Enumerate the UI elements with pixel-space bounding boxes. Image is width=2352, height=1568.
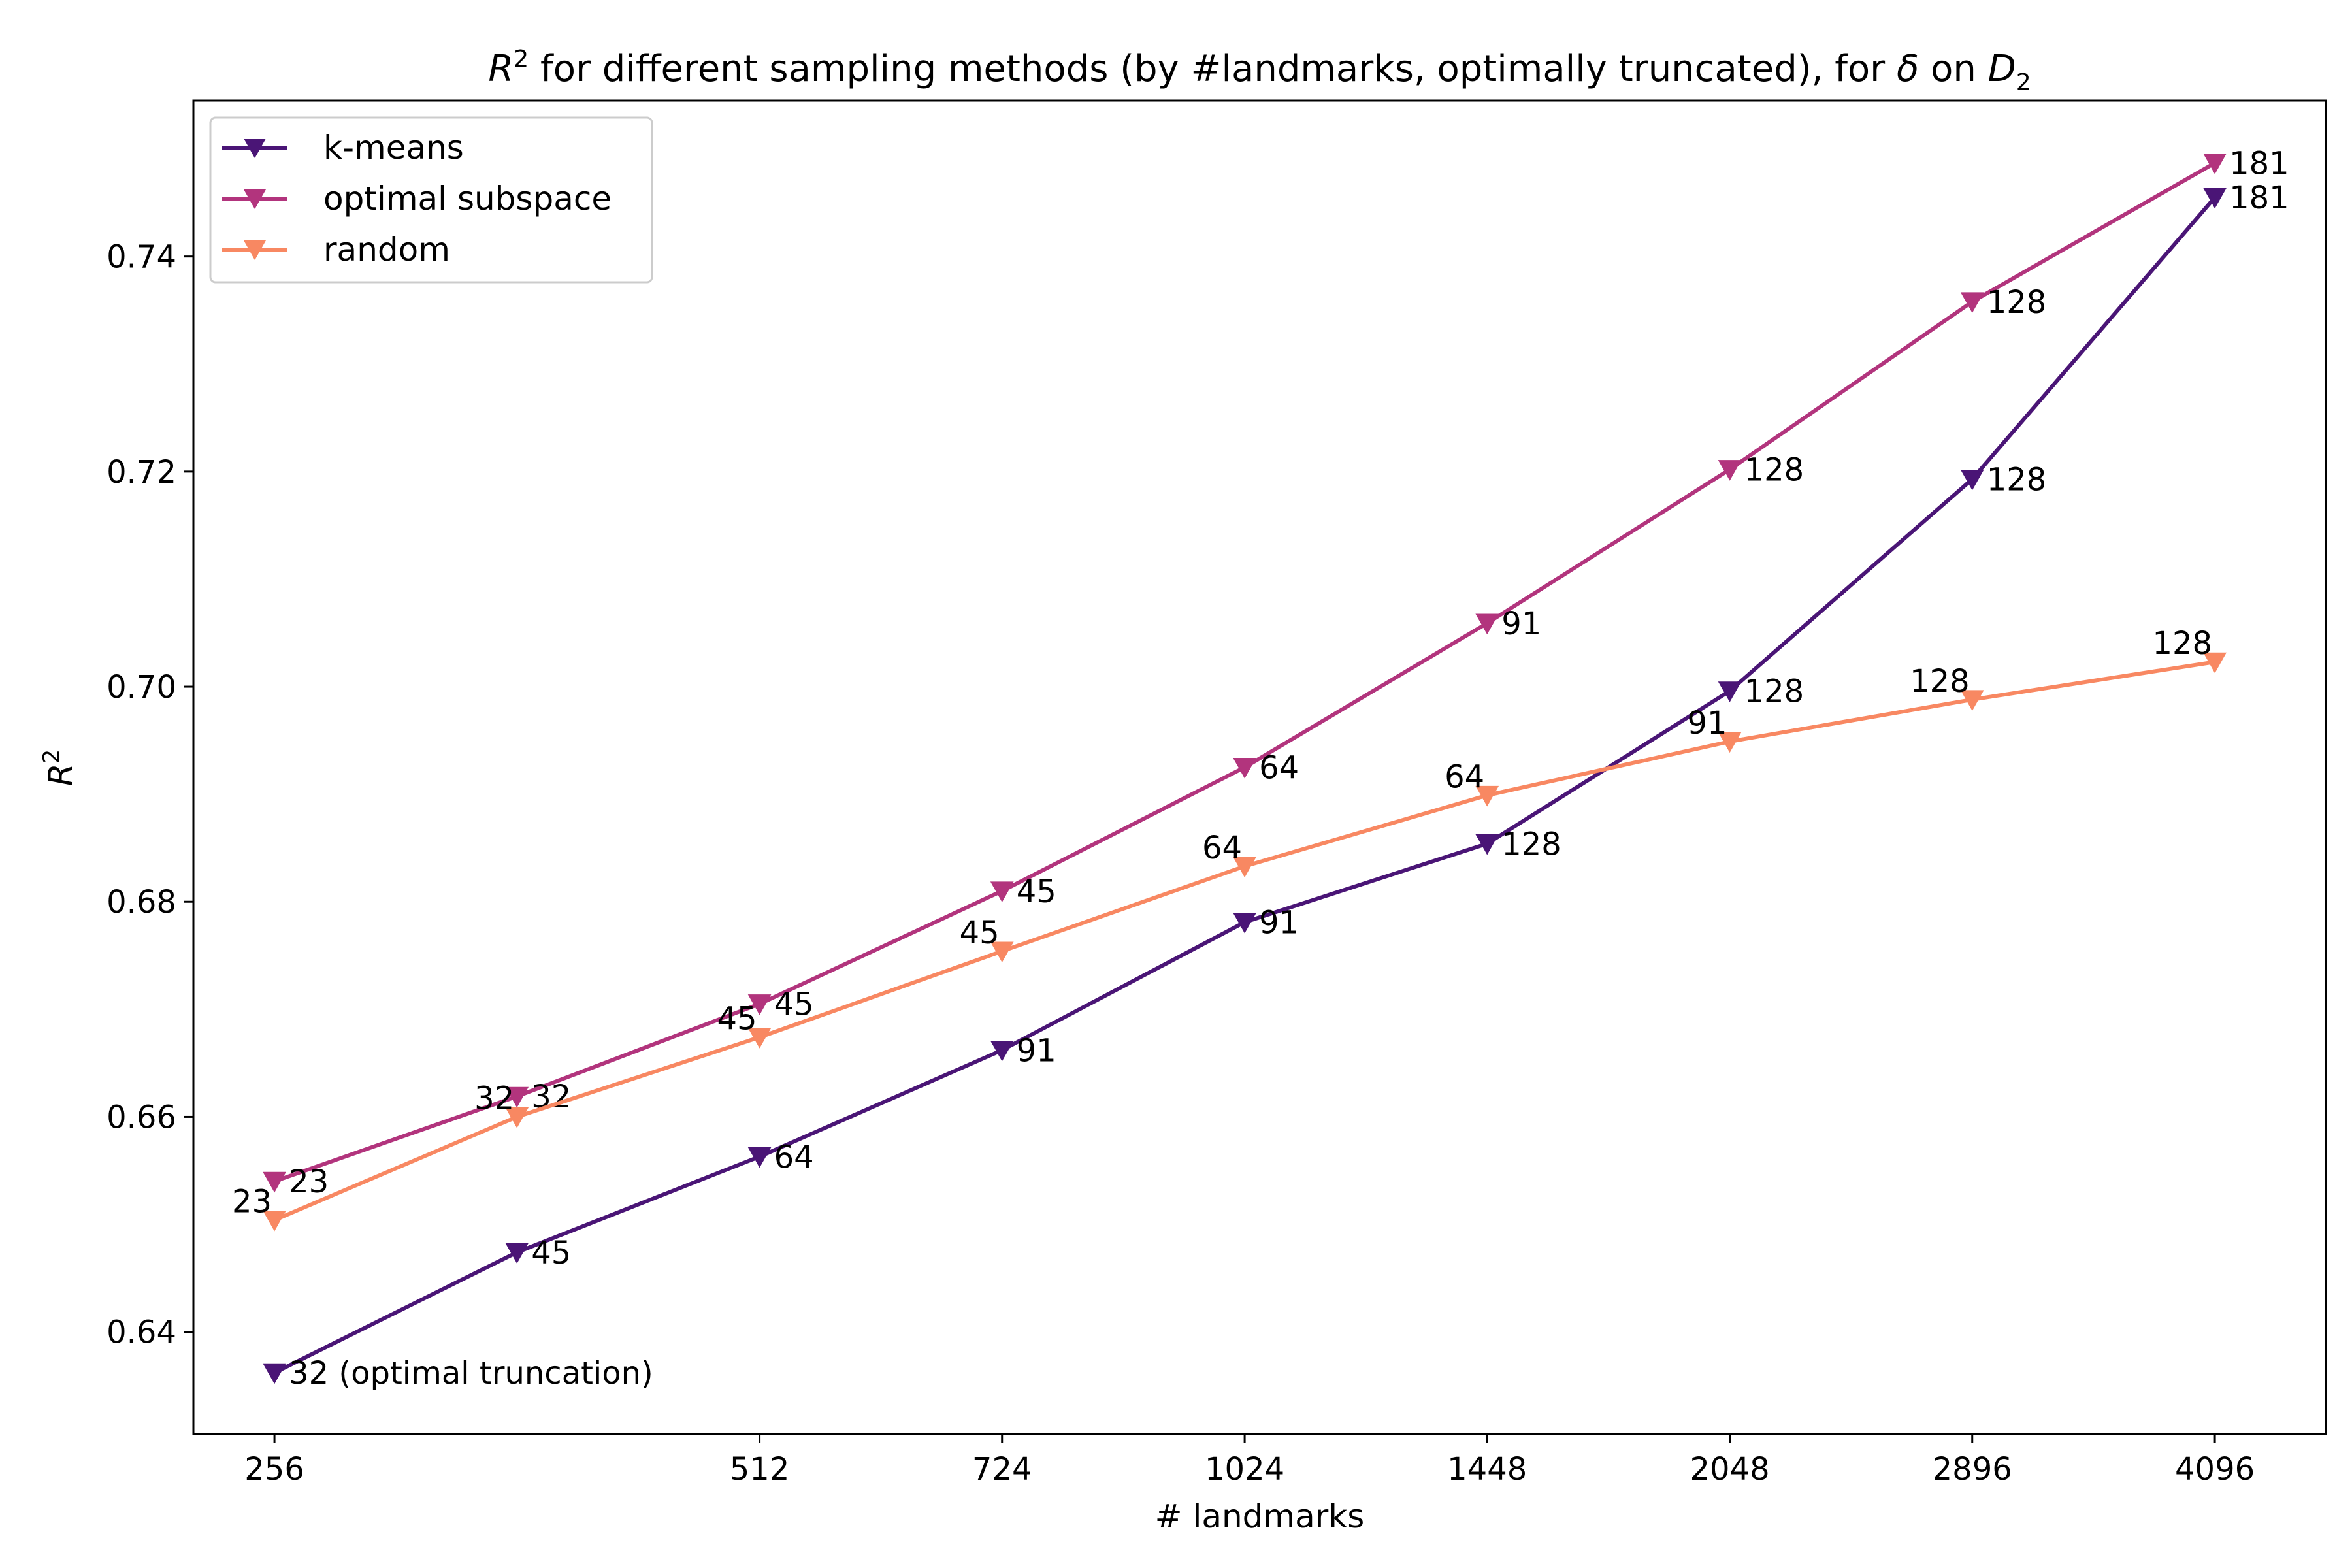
y-tick-label: 0.66: [106, 1099, 176, 1135]
data-label: 45: [531, 1235, 571, 1271]
x-tick-label: 2896: [1933, 1451, 2012, 1488]
data-point: [1960, 690, 1984, 711]
data-label: 23: [232, 1183, 272, 1220]
data-label: 91: [1259, 905, 1299, 941]
data-point: [990, 1040, 1014, 1062]
x-tick-label: 724: [972, 1451, 1032, 1488]
series-random: 23 32 45 45 64 64 91 128 128: [232, 625, 2227, 1232]
data-point: [505, 1243, 529, 1264]
data-label: 64: [1445, 759, 1484, 795]
y-axis-label: R2: [39, 749, 80, 786]
data-label: 128: [1501, 826, 1561, 862]
data-point: [505, 1107, 529, 1128]
y-ticks: 0.64 0.66 0.68 0.70 0.72 0.74: [106, 239, 193, 1351]
data-label: 64: [1259, 750, 1299, 787]
data-label: 181: [2229, 145, 2289, 182]
data-point: [1718, 732, 1742, 753]
data-label: 128: [1987, 461, 2047, 498]
data-point: [1233, 758, 1256, 779]
data-label: 23: [289, 1164, 329, 1200]
data-label: 32: [474, 1080, 514, 1117]
legend-frame: [209, 116, 653, 284]
plot-frame: [192, 99, 2327, 1435]
series-group: 32 (optimal truncation) 45 64 91 91 128 128 128…: [232, 145, 2289, 1392]
legend: k-means optimal subspace random: [209, 116, 653, 284]
data-label: 91: [1501, 606, 1541, 642]
x-tick-label: 256: [244, 1451, 304, 1488]
x-tick-label: 512: [730, 1451, 790, 1488]
legend-entry: random: [222, 231, 450, 269]
data-point: [263, 1171, 286, 1193]
legend-marker: [244, 189, 266, 210]
data-point: [2203, 652, 2227, 674]
data-point: [1475, 613, 1499, 635]
data-point: [747, 1028, 772, 1049]
x-axis-label: # landmarks: [1155, 1497, 1365, 1535]
data-label: 128: [1744, 674, 1805, 710]
data-point: [747, 994, 772, 1015]
data-label: 128: [1744, 452, 1805, 489]
series-optimal-subspace: 23 32 45 45 64 91 128 128 181: [263, 145, 2289, 1200]
data-label: 45: [1017, 874, 1056, 910]
data-point: [2203, 188, 2227, 209]
x-ticks: 256 512 724 1024 1448 2048 2896 4096: [244, 1434, 2255, 1488]
data-point: [505, 1086, 529, 1108]
data-point: [1233, 913, 1256, 934]
data-label: 91: [1017, 1032, 1056, 1069]
axes: 256 512 724 1024 1448 2048 2896 4096 0.640.660.…: [106, 99, 2327, 1488]
y-tick-label: 0.74: [106, 239, 176, 276]
legend-label: random: [323, 231, 450, 269]
legend-label: optimal subspace: [323, 180, 612, 218]
data-point: [1475, 834, 1499, 855]
legend-marker: [244, 240, 266, 261]
legend-entry: k-means: [222, 129, 464, 167]
data-label: 181: [2229, 180, 2289, 216]
data-point: [263, 1363, 286, 1384]
data-label: 128: [2152, 625, 2212, 662]
series-k-means: 32 (optimal truncation) 45 64 91 91 128 128 128…: [263, 180, 2289, 1392]
data-label: 128: [1987, 284, 2047, 321]
data-point: [1233, 857, 1256, 878]
x-tick-label: 2048: [1690, 1451, 1770, 1488]
data-label: 45: [960, 915, 1000, 951]
data-label: 64: [1202, 830, 1242, 866]
y-tick-label: 0.64: [106, 1315, 176, 1351]
data-point: [1718, 460, 1742, 481]
data-point: [263, 1211, 286, 1232]
data-point: [1475, 785, 1499, 807]
legend-marker: [244, 139, 266, 159]
data-label: 45: [774, 987, 814, 1023]
chart-title: R2 for different sampling methods (by #l…: [488, 46, 2031, 96]
y-tick-label: 0.72: [106, 454, 176, 491]
data-label: 32 (optimal truncation): [289, 1355, 653, 1392]
series-line: [273, 660, 2215, 1222]
x-tick-label: 1448: [1447, 1451, 1527, 1488]
x-tick-label: 1024: [1205, 1451, 1284, 1488]
data-point: [990, 941, 1014, 963]
y-tick-label: 0.68: [106, 884, 176, 921]
data-label: 45: [717, 1001, 757, 1037]
y-tick-label: 0.70: [106, 669, 176, 706]
data-point: [747, 1147, 772, 1168]
data-point: [990, 881, 1014, 902]
data-point: [1960, 292, 1984, 313]
data-label: 128: [1910, 663, 1970, 700]
legend-entry: optimal subspace: [222, 180, 612, 218]
data-point: [1718, 681, 1742, 702]
data-point: [2203, 154, 2227, 174]
x-tick-label: 4096: [2175, 1451, 2255, 1488]
data-label: 64: [774, 1139, 814, 1175]
data-label: 91: [1688, 705, 1727, 742]
data-point: [1960, 469, 1984, 491]
series-line: [273, 196, 2217, 1375]
legend-label: k-means: [323, 129, 464, 167]
